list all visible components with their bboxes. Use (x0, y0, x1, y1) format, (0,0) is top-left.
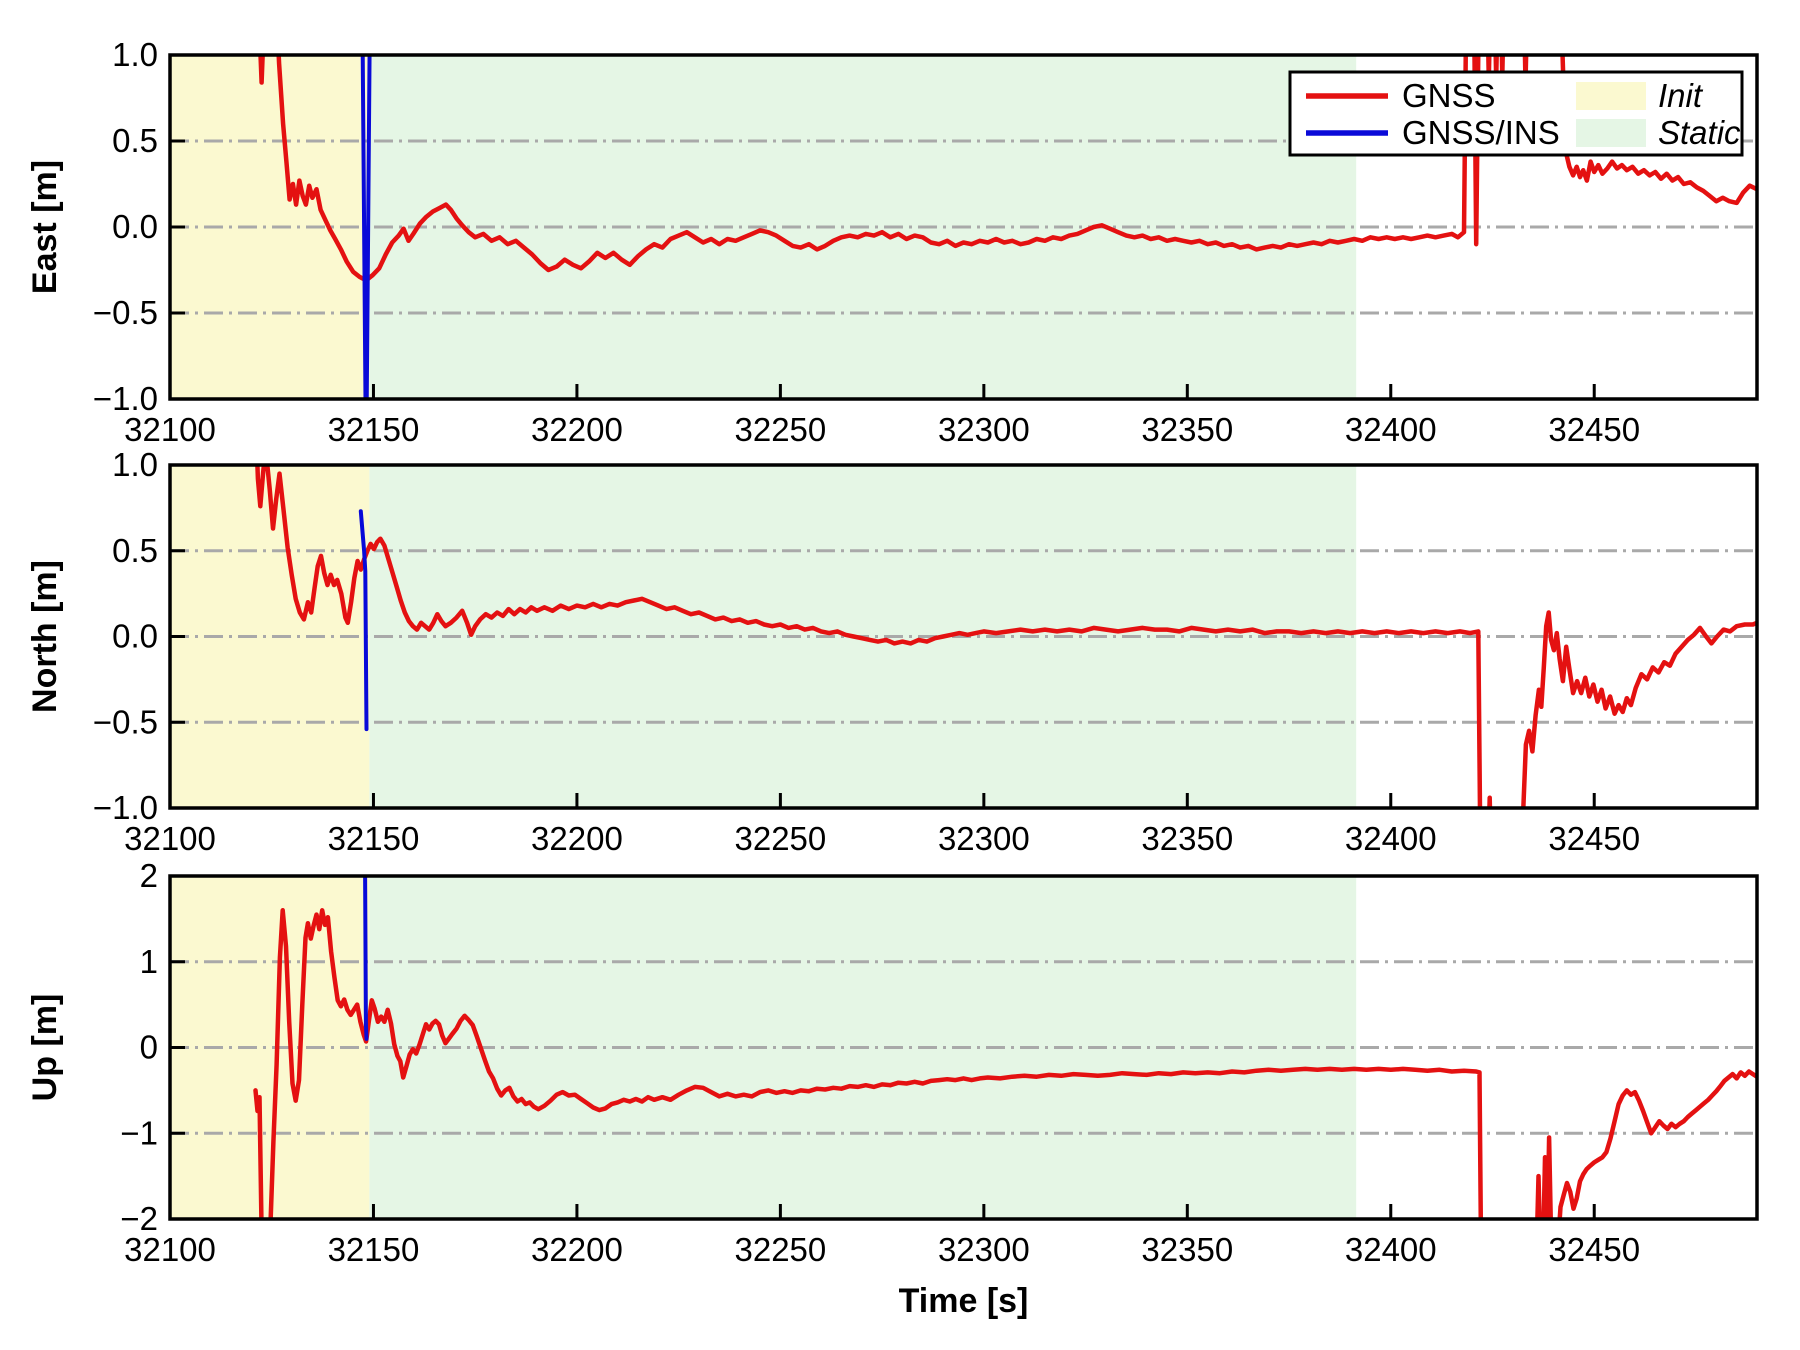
legend-label-static: Static (1658, 114, 1741, 151)
y-tick-label: 0.0 (112, 208, 158, 245)
x-tick-label: 32200 (531, 411, 623, 448)
panel-north: 32100 32150 32200 32250 32300 32350 32400 32450… (26, 446, 1759, 857)
x-tick-label: 32300 (938, 411, 1030, 448)
region-init (170, 876, 370, 1219)
x-tick-label: 32300 (938, 1231, 1030, 1268)
x-tick-label: 32400 (1345, 411, 1437, 448)
y-tick-label: 0.5 (112, 532, 158, 569)
x-tick-label: 32200 (531, 1231, 623, 1268)
y-tick-label: 1.0 (112, 446, 158, 483)
gnss-ins-line-east (360, 55, 372, 399)
y-axis-title-north: North [m] (26, 560, 64, 713)
y-tick-label: −2 (120, 1200, 158, 1237)
x-tick-label: 32150 (328, 1231, 420, 1268)
gnss-line-north (255, 465, 1757, 808)
x-tick-label: 32450 (1548, 820, 1640, 857)
region-init (170, 465, 370, 808)
y-tick-label: −1.0 (93, 789, 158, 826)
x-tick-label: 32100 (124, 1231, 216, 1268)
panel-up: 32100 32150 32200 32250 32300 32350 32400 32450… (26, 857, 1759, 1268)
x-tick-label: 32400 (1345, 820, 1437, 857)
y-tick-label: 0 (140, 1029, 158, 1066)
y-tick-label: 1.0 (112, 36, 158, 73)
legend-label-gnss: GNSS (1402, 77, 1496, 114)
x-tick-label: 32350 (1141, 411, 1233, 448)
panel-east: 32100 32150 32200 32250 32300 32350 32400 32450… (26, 36, 1759, 448)
legend-label-init: Init (1658, 77, 1704, 114)
x-tick-label: 32250 (735, 1231, 827, 1268)
x-tick-label: 32150 (328, 411, 420, 448)
y-tick-label: −1 (120, 1114, 158, 1151)
x-tick-label: 32400 (1345, 1231, 1437, 1268)
legend-box (1288, 70, 1744, 157)
x-tick-label: 32150 (328, 820, 420, 857)
x-axis-title: Time [s] (899, 1282, 1029, 1320)
legend-label-gnss-ins: GNSS/INS (1402, 114, 1560, 151)
y-tick-label: −0.5 (93, 703, 158, 740)
legend-patch-swatch-static (1576, 119, 1646, 147)
x-tick-label: 32350 (1141, 1231, 1233, 1268)
x-tick-label: 32100 (124, 820, 216, 857)
gnss-line-up (253, 908, 1757, 1219)
x-tick-label: 32200 (531, 820, 623, 857)
legend-patch-swatch-init (1576, 82, 1646, 110)
x-tick-label: 32350 (1141, 820, 1233, 857)
series-group (253, 876, 1757, 1219)
x-tick-label: 32250 (735, 820, 827, 857)
x-tick-label: 32450 (1548, 1231, 1640, 1268)
y-tick-label: 1 (140, 943, 158, 980)
y-axis-title-up: Up [m] (26, 994, 64, 1102)
x-tick-label: 32250 (735, 411, 827, 448)
region-init (170, 55, 370, 399)
y-tick-label: −1.0 (93, 380, 158, 417)
gnss-ins-line-north (358, 509, 369, 732)
x-tick-label: 32450 (1548, 411, 1640, 448)
y-tick-label: −0.5 (93, 294, 158, 331)
y-axis-title-east: East [m] (26, 160, 64, 294)
y-tick-label: 0.0 (112, 618, 158, 655)
x-tick-label: 32100 (124, 411, 216, 448)
gnss-ins-line-up (363, 876, 369, 1041)
x-tick-label: 32300 (938, 820, 1030, 857)
y-tick-label: 0.5 (112, 122, 158, 159)
y-tick-label: 2 (140, 857, 158, 894)
series-group (255, 465, 1757, 808)
